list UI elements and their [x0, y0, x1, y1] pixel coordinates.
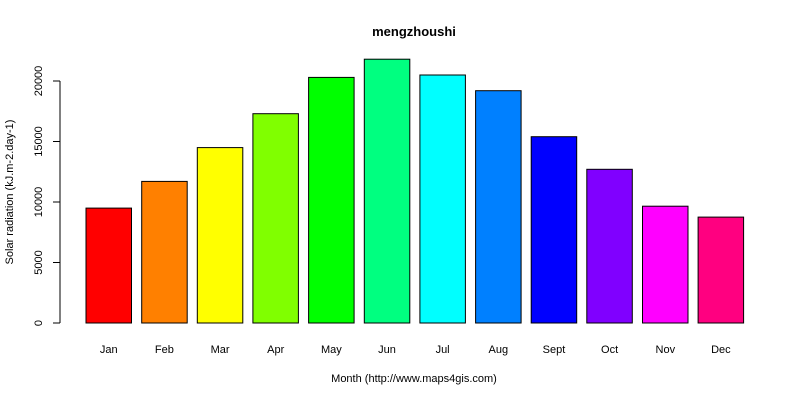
bar-oct [586, 168, 633, 324]
x-tick-label: Jan [100, 344, 118, 356]
x-tick-label: Aug [489, 344, 509, 356]
x-tick-label: Nov [656, 344, 676, 356]
y-tick-label: 20000 [33, 66, 45, 97]
x-tick-label: Oct [601, 344, 618, 356]
x-tick-label: Feb [155, 344, 174, 356]
bars-group [85, 58, 745, 324]
bar-feb [141, 180, 188, 324]
y-tick-label: 10000 [33, 187, 45, 218]
x-tick-label: May [321, 344, 342, 356]
x-axis-label: Month (http://www.maps4gis.com) [331, 373, 497, 385]
x-tick-label: Apr [267, 344, 284, 356]
bar-jun [363, 58, 411, 324]
bar-sept [530, 136, 578, 324]
bar-may [308, 76, 355, 324]
y-axis: 0 5000 10000 15000 20000 [33, 66, 61, 326]
y-axis-label: Solar radiation (kJ.m-2.day-1) [4, 120, 16, 265]
bar-jul [419, 74, 466, 324]
y-tick-label: 0 [33, 320, 45, 326]
x-tick-label: Dec [711, 344, 731, 356]
bar-mar [196, 147, 244, 324]
x-tick-label: Sept [543, 344, 566, 356]
y-tick-label: 15000 [33, 126, 45, 157]
chart-title: mengzhoushi [372, 24, 456, 39]
x-tick-label: Mar [211, 344, 230, 356]
bar-nov [642, 205, 689, 324]
x-axis-tick-labels: Jan Feb Mar Apr May Jun Jul Aug Sept Oct Nov Dec [100, 344, 731, 356]
bar-dec [697, 216, 745, 324]
bar-jan [85, 207, 132, 324]
bar-aug [475, 90, 522, 324]
x-tick-label: Jun [378, 344, 396, 356]
y-tick-label: 5000 [33, 250, 45, 274]
x-tick-label: Jul [436, 344, 450, 356]
bar-apr [252, 113, 299, 324]
